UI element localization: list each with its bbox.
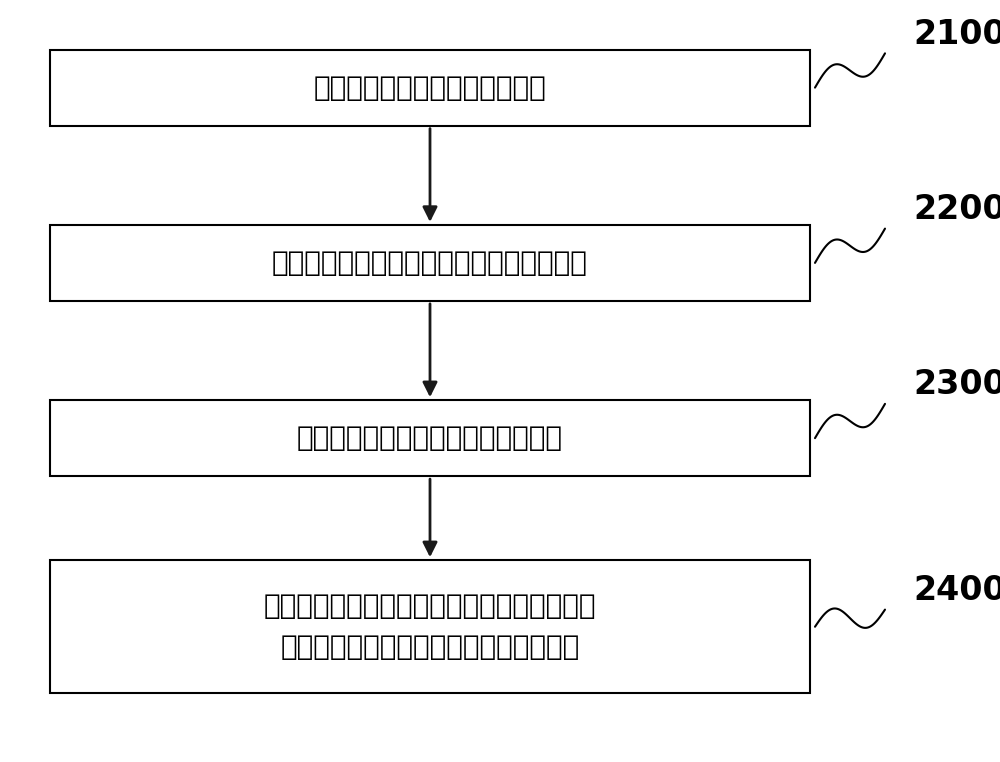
Text: 根据所述映射函数、所述实际交通测量以及实
际交通指标，计算得到待输出信号灯配时: 根据所述映射函数、所述实际交通测量以及实 际交通指标，计算得到待输出信号灯配时 xyxy=(264,592,596,661)
FancyBboxPatch shape xyxy=(50,50,810,126)
Text: 获取实际交通测量以及实际交通指标: 获取实际交通测量以及实际交通指标 xyxy=(297,424,563,452)
FancyBboxPatch shape xyxy=(50,400,810,476)
Text: 根据历史控制数据获取训练样本: 根据历史控制数据获取训练样本 xyxy=(314,74,546,101)
Text: 2200: 2200 xyxy=(914,193,1000,226)
Text: 2400: 2400 xyxy=(914,574,1000,607)
Text: 2300: 2300 xyxy=(914,368,1000,402)
Text: 根据所述训练样本进行训练，得到映射函数: 根据所述训练样本进行训练，得到映射函数 xyxy=(272,249,588,277)
FancyBboxPatch shape xyxy=(50,560,810,693)
Text: 2100: 2100 xyxy=(914,18,1000,51)
FancyBboxPatch shape xyxy=(50,225,810,301)
